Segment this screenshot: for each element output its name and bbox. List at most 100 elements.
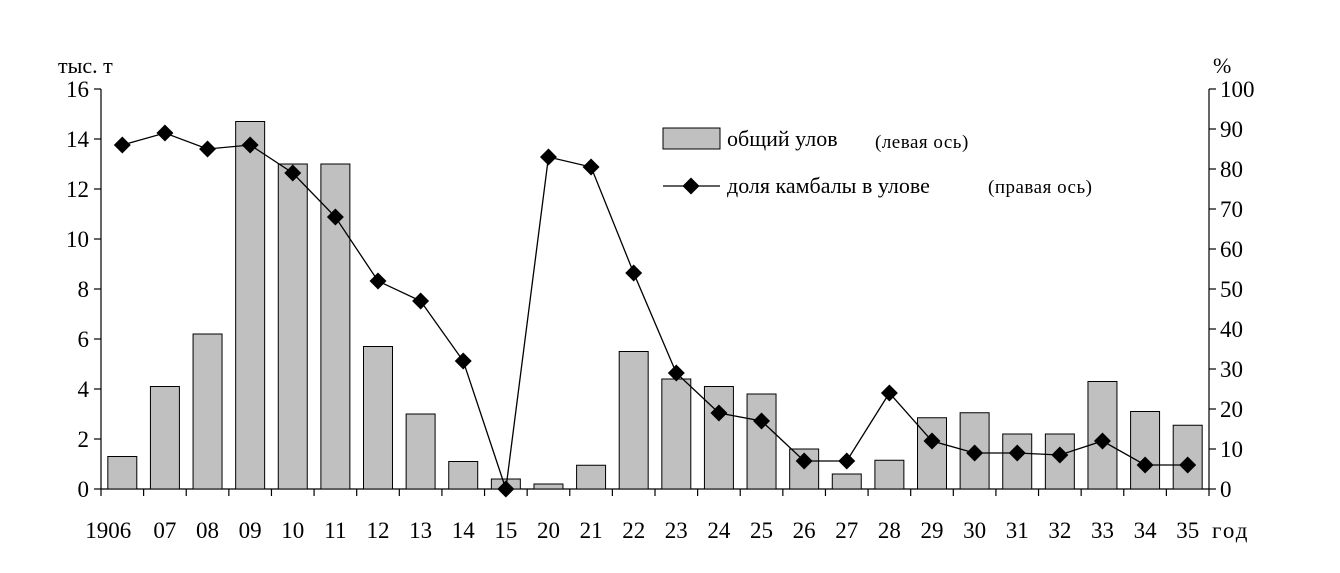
x-tick-label: 29 <box>921 518 944 543</box>
line-point <box>582 158 600 176</box>
bar <box>107 456 138 490</box>
x-tick-label: 21 <box>580 518 603 543</box>
left-tick-label: 2 <box>78 427 90 452</box>
right-tick-label: 20 <box>1220 397 1243 422</box>
left-tick-label: 16 <box>66 77 89 102</box>
line-point <box>667 364 685 382</box>
legend-bar-label: общий улов <box>727 126 838 151</box>
left-tick-label: 4 <box>78 377 90 402</box>
right-tick-label: 80 <box>1220 157 1243 182</box>
line-point <box>753 412 771 430</box>
x-tick-label: 08 <box>196 518 219 543</box>
bar <box>917 417 947 490</box>
legend: общий улов (левая ось) доля камбалы в ул… <box>662 126 1092 198</box>
bar <box>192 333 223 490</box>
bar <box>874 459 905 490</box>
right-tick-label: 100 <box>1220 77 1255 102</box>
x-tick-label: 10 <box>281 518 304 543</box>
line-point <box>156 124 174 142</box>
line-point <box>880 384 898 402</box>
right-tick-label: 50 <box>1220 277 1243 302</box>
bar <box>320 163 351 490</box>
x-tick-label: 12 <box>367 518 390 543</box>
line-point <box>412 292 430 310</box>
x-tick-label: 20 <box>537 518 560 543</box>
line-point <box>241 136 259 154</box>
line-point <box>966 444 984 462</box>
bar <box>533 483 564 490</box>
x-tick-label: 24 <box>707 518 731 543</box>
bar <box>703 386 734 490</box>
line-point <box>454 352 472 370</box>
bar-series <box>107 121 1203 490</box>
left-tick-label: 10 <box>66 227 89 252</box>
legend-line-marker <box>682 177 700 195</box>
legend-bar-note: (левая ось) <box>875 132 969 153</box>
legend-line-note: (правая ось) <box>988 177 1092 198</box>
x-tick-label: 34 <box>1134 518 1158 543</box>
bar <box>448 461 479 490</box>
x-tick-label: 32 <box>1048 518 1071 543</box>
right-tick-label: 60 <box>1220 237 1243 262</box>
bar <box>618 351 649 490</box>
line-point <box>539 148 557 166</box>
x-tick-label: 26 <box>793 518 816 543</box>
line-point <box>838 452 856 470</box>
left-tick-label: 8 <box>78 277 90 302</box>
x-axis-suffix: год <box>1212 518 1249 543</box>
left-axis-unit: тыс. т <box>58 53 113 78</box>
right-tick-label: 90 <box>1220 117 1243 142</box>
line-point <box>795 452 813 470</box>
bar <box>1002 433 1033 490</box>
x-tick-label: 25 <box>750 518 773 543</box>
x-tick-label: 13 <box>409 518 432 543</box>
left-tick-label: 0 <box>78 477 90 502</box>
x-tick-label: 28 <box>878 518 901 543</box>
legend-bar-swatch <box>662 127 721 150</box>
bar <box>576 464 607 490</box>
right-tick-label: 30 <box>1220 357 1243 382</box>
right-tick-label: 40 <box>1220 317 1243 342</box>
right-tick-label: 10 <box>1220 437 1243 462</box>
x-tick-label: 09 <box>239 518 262 543</box>
line-point <box>923 432 941 450</box>
bar <box>149 386 180 490</box>
x-tick-label: 15 <box>494 518 517 543</box>
bar <box>1044 433 1075 490</box>
right-tick-label: 0 <box>1220 477 1232 502</box>
right-axis-unit: % <box>1213 53 1231 78</box>
x-tick-label: 07 <box>153 518 176 543</box>
bar <box>831 473 862 490</box>
bar <box>235 121 266 490</box>
x-tick-label: 1906 <box>85 518 131 543</box>
x-tick-label: 35 <box>1176 518 1199 543</box>
line-point <box>199 140 217 158</box>
legend-line-label: доля камбалы в улове <box>727 173 930 198</box>
line-point <box>625 264 643 282</box>
right-tick-label: 70 <box>1220 197 1243 222</box>
x-tick-label: 33 <box>1091 518 1114 543</box>
line-point <box>326 208 344 226</box>
line-point <box>1008 444 1026 462</box>
x-tick-label: 31 <box>1006 518 1029 543</box>
x-tick-label: 23 <box>665 518 688 543</box>
bar <box>746 393 777 490</box>
line-point <box>710 404 728 422</box>
x-tick-label: 11 <box>324 518 346 543</box>
left-tick-label: 12 <box>66 177 89 202</box>
left-tick-label: 6 <box>78 327 90 352</box>
line-series <box>113 124 1197 498</box>
line-point <box>284 164 302 182</box>
line-point <box>113 136 131 154</box>
bar <box>661 378 692 490</box>
bar <box>405 413 436 490</box>
axis-labels: тыс. т % год <box>58 53 1249 543</box>
bar <box>363 346 393 490</box>
bar <box>1130 411 1161 490</box>
left-tick-label: 14 <box>66 127 90 152</box>
x-tick-label: 30 <box>963 518 986 543</box>
x-tick-label: 27 <box>835 518 858 543</box>
line-point <box>497 480 515 498</box>
